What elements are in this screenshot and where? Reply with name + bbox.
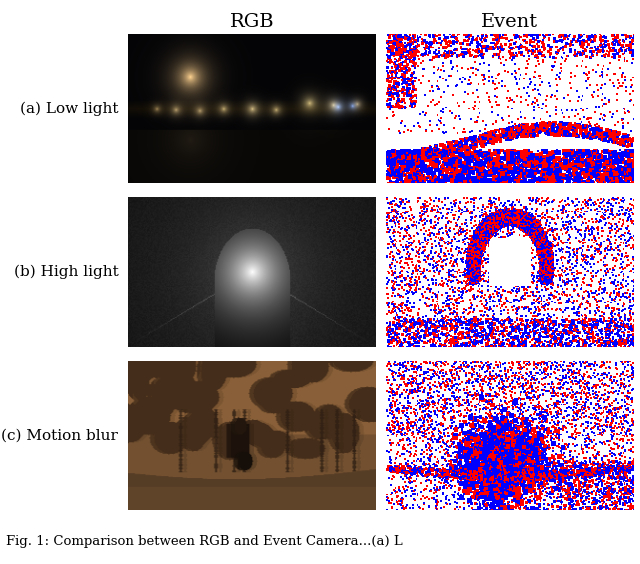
Text: Fig. 1: Comparison between RGB and Event Camera...(a) L: Fig. 1: Comparison between RGB and Event…	[6, 535, 403, 548]
Text: (a) Low light: (a) Low light	[20, 102, 118, 116]
Text: (c) Motion blur: (c) Motion blur	[1, 429, 118, 443]
Text: RGB: RGB	[230, 13, 275, 31]
Text: (b) High light: (b) High light	[13, 265, 118, 279]
Text: Event: Event	[481, 13, 538, 31]
